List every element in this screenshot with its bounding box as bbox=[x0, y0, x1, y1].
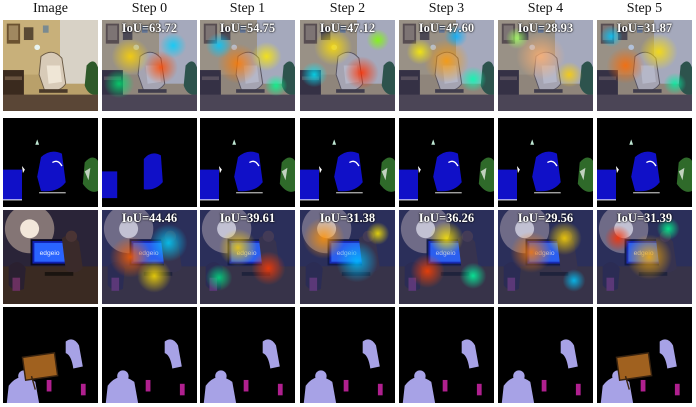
iou-label: IoU=47.12 bbox=[319, 21, 376, 35]
heatmap-living-room-step-2: IoU=47.12 bbox=[300, 20, 395, 111]
heatmap-living-room-step-2-graphic bbox=[300, 20, 395, 111]
column-header-image: Image bbox=[33, 1, 68, 16]
ground-truth-mask-monitor-room-graphic bbox=[3, 307, 98, 403]
predicted-mask-monitor-room-step-4-graphic bbox=[498, 307, 593, 403]
predicted-mask-monitor-room-step-1-graphic bbox=[200, 307, 295, 403]
heatmap-monitor-room-step-2: edgeio IoU=31.38 bbox=[300, 210, 395, 304]
input-image-monitor-room-graphic: edgeio bbox=[3, 210, 98, 304]
iou-label: IoU=31.39 bbox=[616, 211, 673, 225]
input-image-living-room bbox=[3, 20, 98, 111]
column-header-step-5: Step 5 bbox=[626, 1, 663, 16]
iou-label: IoU=31.87 bbox=[616, 21, 673, 35]
column-header-step-2: Step 2 bbox=[329, 1, 366, 16]
iou-label: IoU=31.38 bbox=[319, 211, 376, 225]
predicted-mask-monitor-room-step-3-graphic bbox=[399, 307, 494, 403]
iou-label: IoU=29.56 bbox=[517, 211, 574, 225]
heatmap-monitor-room-step-1-graphic: edgeio bbox=[200, 210, 295, 304]
heatmap-living-room-step-4: IoU=28.93 bbox=[498, 20, 593, 111]
heatmap-living-room-step-5: IoU=31.87 bbox=[597, 20, 692, 111]
input-image-living-room-graphic bbox=[3, 20, 98, 111]
predicted-mask-living-room-step-5 bbox=[597, 118, 692, 207]
iou-label: IoU=28.93 bbox=[517, 21, 574, 35]
column-header-step-1: Step 1 bbox=[229, 1, 266, 16]
predicted-mask-living-room-step-1-graphic bbox=[200, 118, 295, 207]
iou-label: IoU=39.61 bbox=[219, 211, 276, 225]
predicted-mask-monitor-room-step-1 bbox=[200, 307, 295, 403]
iou-label: IoU=63.72 bbox=[121, 21, 178, 35]
iou-label: IoU=36.26 bbox=[418, 211, 475, 225]
predicted-mask-living-room-step-3 bbox=[399, 118, 494, 207]
predicted-mask-living-room-step-3-graphic bbox=[399, 118, 494, 207]
iou-label: IoU=47.60 bbox=[418, 21, 475, 35]
heatmap-monitor-room-step-5: edgeio IoU=31.39 bbox=[597, 210, 692, 304]
predicted-mask-monitor-room-step-0 bbox=[102, 307, 197, 403]
predicted-mask-living-room-step-0 bbox=[102, 118, 197, 207]
heatmap-living-room-step-1-graphic bbox=[200, 20, 295, 111]
heatmap-living-room-step-0: IoU=63.72 bbox=[102, 20, 197, 111]
heatmap-living-room-step-3: IoU=47.60 bbox=[399, 20, 494, 111]
heatmap-living-room-step-0-graphic bbox=[102, 20, 197, 111]
predicted-mask-monitor-room-step-0-graphic bbox=[102, 307, 197, 403]
heatmap-monitor-room-step-5-graphic: edgeio bbox=[597, 210, 692, 304]
predicted-mask-monitor-room-step-3 bbox=[399, 307, 494, 403]
predicted-mask-living-room-step-2 bbox=[300, 118, 395, 207]
heatmap-monitor-room-step-4: edgeio IoU=29.56 bbox=[498, 210, 593, 304]
predicted-mask-monitor-room-step-5-graphic bbox=[597, 307, 692, 403]
heatmap-monitor-room-step-0-graphic: edgeio bbox=[102, 210, 197, 304]
predicted-mask-living-room-step-4 bbox=[498, 118, 593, 207]
svg-text:edgeio: edgeio bbox=[40, 250, 60, 257]
predicted-mask-monitor-room-step-4 bbox=[498, 307, 593, 403]
heatmap-monitor-room-step-3: edgeio IoU=36.26 bbox=[399, 210, 494, 304]
column-header-step-0: Step 0 bbox=[131, 1, 168, 16]
heatmap-living-room-step-3-graphic bbox=[399, 20, 494, 111]
predicted-mask-living-room-step-1 bbox=[200, 118, 295, 207]
column-header-step-3: Step 3 bbox=[428, 1, 465, 16]
predicted-mask-monitor-room-step-2-graphic bbox=[300, 307, 395, 403]
ground-truth-mask-living-room-graphic bbox=[3, 118, 98, 207]
heatmap-monitor-room-step-4-graphic: edgeio bbox=[498, 210, 593, 304]
predicted-mask-living-room-step-5-graphic bbox=[597, 118, 692, 207]
predicted-mask-monitor-room-step-5 bbox=[597, 307, 692, 403]
ground-truth-mask-living-room bbox=[3, 118, 98, 207]
predicted-mask-living-room-step-2-graphic bbox=[300, 118, 395, 207]
heatmap-living-room-step-4-graphic bbox=[498, 20, 593, 111]
predicted-mask-living-room-step-4-graphic bbox=[498, 118, 593, 207]
heatmap-monitor-room-step-2-graphic: edgeio bbox=[300, 210, 395, 304]
column-header-step-4: Step 4 bbox=[527, 1, 564, 16]
ground-truth-mask-monitor-room bbox=[3, 307, 98, 403]
predicted-mask-monitor-room-step-2 bbox=[300, 307, 395, 403]
heatmap-living-room-step-1: IoU=54.75 bbox=[200, 20, 295, 111]
heatmap-living-room-step-5-graphic bbox=[597, 20, 692, 111]
heatmap-monitor-room-step-0: edgeio IoU=44.46 bbox=[102, 210, 197, 304]
iou-label: IoU=44.46 bbox=[121, 211, 178, 225]
predicted-mask-living-room-step-0-graphic bbox=[102, 118, 197, 207]
iou-label: IoU=54.75 bbox=[219, 21, 276, 35]
heatmap-monitor-room-step-1: edgeio IoU=39.61 bbox=[200, 210, 295, 304]
input-image-monitor-room: edgeio bbox=[3, 210, 98, 304]
heatmap-monitor-room-step-3-graphic: edgeio bbox=[399, 210, 494, 304]
